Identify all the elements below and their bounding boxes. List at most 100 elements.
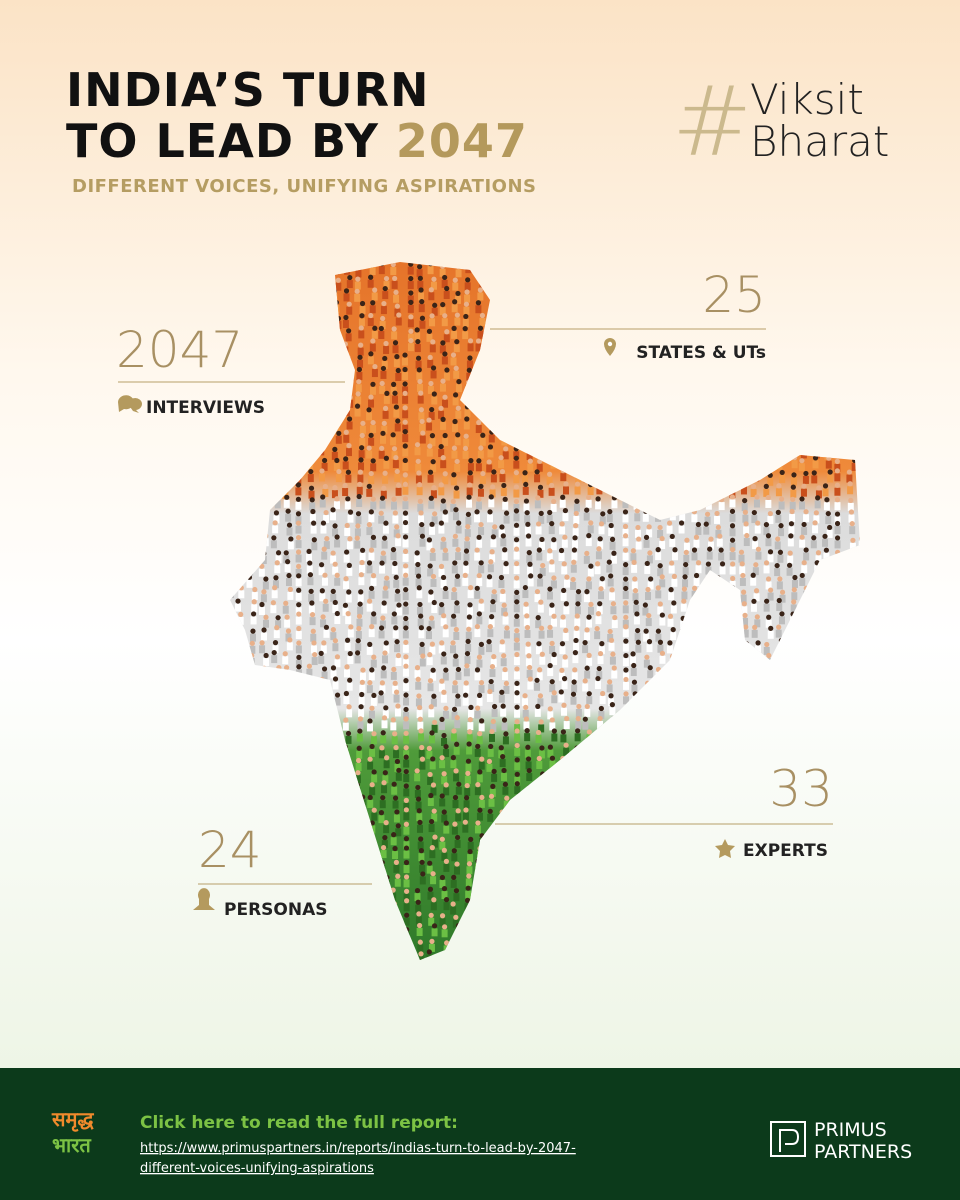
person — [453, 344, 460, 353]
person — [763, 646, 770, 655]
person — [395, 828, 402, 837]
person-head — [322, 572, 328, 578]
person — [345, 474, 352, 483]
person-head — [467, 716, 473, 723]
person — [414, 447, 421, 456]
person-head — [371, 692, 377, 699]
person — [321, 462, 328, 471]
person — [416, 590, 423, 599]
title-line: INDIA’S TURN — [66, 63, 430, 117]
person-head — [575, 728, 581, 734]
person — [539, 568, 546, 577]
person-head — [402, 429, 408, 435]
person-head — [534, 469, 540, 475]
person — [366, 723, 373, 732]
person-head — [501, 482, 507, 489]
person-head — [309, 497, 315, 503]
person — [403, 735, 410, 744]
person — [834, 525, 841, 534]
person — [546, 476, 553, 485]
person — [575, 594, 582, 603]
person — [370, 425, 377, 434]
person — [572, 528, 579, 537]
person — [778, 528, 785, 537]
person-head — [415, 458, 421, 464]
person-head — [427, 354, 433, 361]
person — [452, 800, 459, 809]
person — [393, 529, 400, 538]
person-head — [768, 587, 774, 593]
person — [430, 370, 437, 379]
person-head — [321, 640, 327, 646]
person — [391, 565, 398, 574]
person — [487, 813, 494, 822]
person — [646, 529, 653, 538]
person — [358, 696, 365, 705]
person-head — [454, 339, 460, 345]
person-head — [488, 494, 494, 500]
person-head — [274, 560, 280, 566]
person — [475, 343, 482, 352]
person — [822, 538, 829, 547]
person — [812, 460, 819, 469]
person-head — [514, 781, 520, 787]
person — [513, 685, 520, 694]
person-head — [486, 758, 493, 765]
person-head — [779, 611, 785, 617]
person-head — [309, 600, 315, 606]
person-head — [348, 624, 354, 630]
person-head — [402, 510, 409, 516]
person-head — [513, 522, 520, 528]
person — [366, 646, 373, 655]
person — [295, 525, 302, 534]
person-head — [534, 588, 541, 595]
person-head — [490, 599, 496, 605]
person — [486, 694, 493, 703]
person-head — [379, 445, 385, 451]
person — [622, 514, 629, 523]
person — [450, 477, 457, 486]
person — [429, 761, 436, 770]
person — [611, 500, 618, 509]
person — [474, 514, 481, 523]
person — [706, 551, 713, 560]
person-head — [561, 676, 568, 682]
person — [714, 515, 721, 524]
person-head — [479, 794, 485, 801]
title-line: TO LEAD BY 2047 — [66, 114, 528, 168]
person-head — [323, 598, 329, 604]
person — [754, 525, 761, 534]
person — [513, 451, 520, 460]
person-head — [599, 641, 605, 647]
person-head — [801, 483, 807, 489]
person-head — [380, 795, 386, 801]
person-head — [455, 666, 462, 673]
person — [323, 541, 330, 550]
person-head — [476, 611, 482, 617]
person — [393, 750, 400, 759]
person-head — [414, 665, 421, 671]
person — [765, 581, 772, 590]
person-head — [431, 276, 437, 282]
person-head — [599, 576, 605, 582]
person-head — [357, 481, 363, 487]
person — [407, 304, 414, 313]
person-head — [586, 494, 592, 500]
person — [390, 267, 397, 276]
person — [263, 658, 270, 667]
person-head — [708, 536, 714, 542]
person-head — [371, 611, 377, 617]
person-head — [332, 599, 338, 606]
person — [774, 568, 781, 577]
person — [367, 356, 374, 365]
person — [584, 708, 591, 717]
person — [755, 551, 762, 560]
person — [622, 672, 629, 681]
person — [535, 526, 542, 535]
person-head — [368, 509, 374, 515]
person-head — [741, 589, 747, 595]
person — [368, 514, 375, 523]
person-head — [359, 313, 365, 319]
person-head — [623, 638, 629, 644]
person-head — [379, 560, 385, 566]
